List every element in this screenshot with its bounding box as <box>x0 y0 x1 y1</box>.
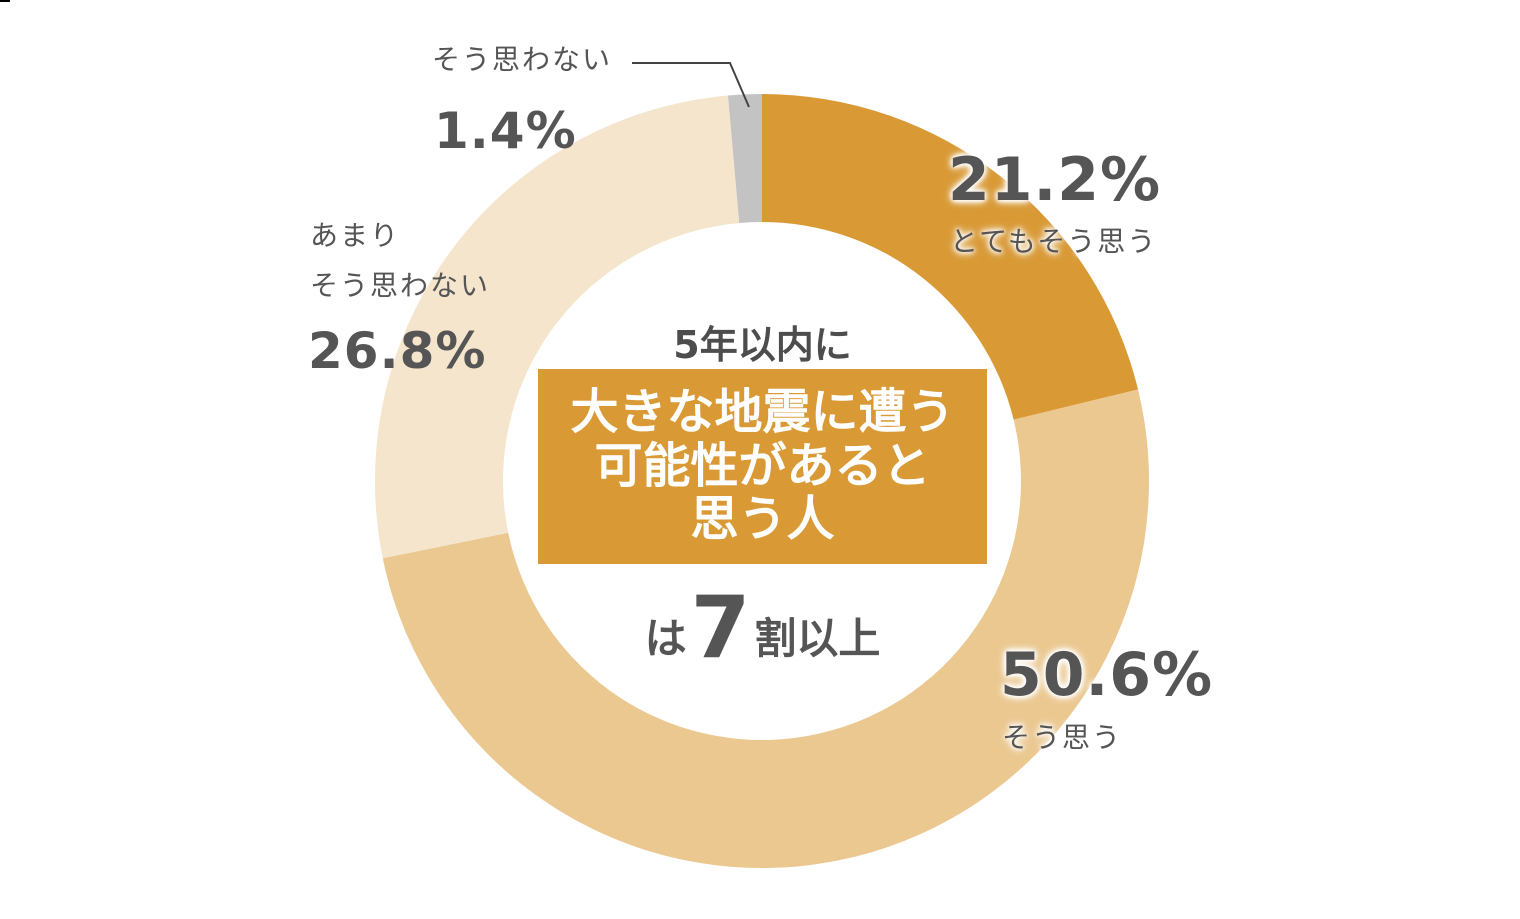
center-box-line-1: 大きな地震に遭う <box>570 383 955 440</box>
center-box-line-2: 可能性があると <box>594 437 931 494</box>
label-somewhat-pct: 50.6% <box>1000 640 1214 710</box>
label-somewhat-text: そう思う <box>1002 721 1123 754</box>
slice-very-much <box>762 94 1139 420</box>
slice-somewhat <box>382 389 1149 868</box>
label-not-much-text-2: そう思わない <box>310 269 491 302</box>
conclusion-prefix: は <box>644 614 687 663</box>
label-very-much-pct: 21.2% <box>948 145 1162 215</box>
center-highlight-box: 大きな地震に遭う 可能性があると 思う人 <box>538 369 987 564</box>
label-not-much-text-1: あまり <box>310 219 401 252</box>
label-not-at-all-text: そう思わない <box>432 43 613 76</box>
conclusion-number: 7 <box>690 578 751 678</box>
corner-mark <box>0 0 10 2</box>
label-not-at-all-pct: 1.4% <box>434 102 577 160</box>
leader-line <box>632 62 750 108</box>
center-conclusion: は7割以上 <box>538 578 987 678</box>
label-very-much-text: とてもそう思う <box>950 225 1158 258</box>
slice-not-much <box>374 95 740 559</box>
label-not-much-pct: 26.8% <box>308 322 487 380</box>
slice-not-at-all <box>728 94 762 224</box>
center-box-line-3: 思う人 <box>690 491 835 548</box>
conclusion-suffix: 割以上 <box>754 614 881 663</box>
center-heading: 5年以内に <box>673 323 852 367</box>
